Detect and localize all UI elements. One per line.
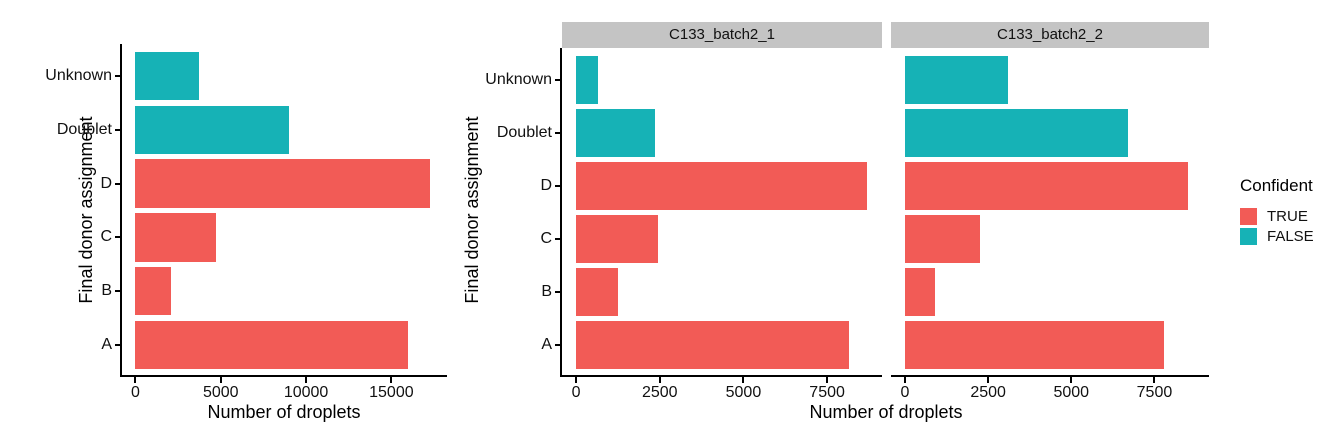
x-tick-mark-15000-combined — [390, 377, 393, 383]
x-tick-mark-5000-c133_batch2_1 — [742, 377, 745, 383]
y-axis-line-combined — [120, 44, 122, 377]
legend-item-false: FALSE — [1240, 226, 1344, 246]
y-tick-label-unknown: Unknown — [485, 70, 552, 88]
bar-doublet-combined — [135, 105, 289, 155]
x-axis-line-c133_batch2_1 — [560, 375, 882, 377]
y-tick-label-c: C — [540, 230, 552, 248]
x-tick-mark-10000-combined — [305, 377, 308, 383]
y-tick-mark-unknown — [115, 75, 121, 78]
y-tick-mark-d — [555, 184, 561, 187]
x-tick-label-7500-c133_batch2_1: 7500 — [809, 384, 845, 401]
bar-b-c133_batch2_2 — [904, 268, 935, 316]
y-tick-label-unknown: Unknown — [45, 67, 112, 85]
y-tick-mark-b — [115, 290, 121, 293]
y-tick-mark-a — [115, 343, 121, 346]
y-tick-label-b: B — [101, 282, 112, 300]
bar-a-c133_batch2_2 — [904, 321, 1165, 370]
bar-c-c133_batch2_2 — [904, 215, 980, 263]
x-tick-mark-0-c133_batch2_1 — [575, 377, 578, 383]
y-tick-label-doublet: Doublet — [496, 123, 552, 141]
x-tick-label-2500-c133_batch2_1: 2500 — [641, 384, 678, 401]
legend-label-true: TRUE — [1267, 207, 1308, 225]
y-tick-mark-unknown — [555, 78, 561, 81]
y-tick-label-d: D — [100, 174, 112, 192]
x-tick-label-0-combined: 0 — [131, 384, 140, 401]
y-tick-mark-c — [555, 238, 561, 241]
x-tick-label-5000-c133_batch2_2: 5000 — [1053, 384, 1090, 401]
bar-doublet-c133_batch2_1 — [576, 109, 655, 157]
x-tick-mark-5000-combined — [219, 377, 222, 383]
x-tick-label-7500-c133_batch2_2: 7500 — [1136, 384, 1173, 401]
bar-unknown-c133_batch2_2 — [904, 55, 1009, 104]
y-axis-line-c133_batch2_1 — [560, 48, 562, 377]
y-tick-mark-a — [555, 344, 561, 347]
bar-b-c133_batch2_1 — [576, 268, 618, 316]
y-tick-mark-c — [115, 236, 121, 239]
y-tick-mark-doublet — [555, 131, 561, 134]
x-tick-mark-0-combined — [134, 377, 137, 383]
legend-label-false: FALSE — [1267, 227, 1314, 245]
bar-unknown-c133_batch2_1 — [576, 55, 598, 104]
y-tick-label-b: B — [541, 283, 552, 301]
bar-doublet-c133_batch2_2 — [904, 109, 1128, 157]
facet-strip-c133-batch2-1: C133_batch2_1 — [562, 22, 882, 48]
legend-swatch-true-icon — [1240, 207, 1257, 225]
x-axis-line-c133_batch2_2 — [891, 375, 1209, 377]
y-tick-mark-b — [555, 291, 561, 294]
y-tick-label-a: A — [101, 335, 112, 353]
y-tick-label-doublet: Doublet — [56, 120, 112, 138]
y-tick-label-d: D — [540, 176, 552, 194]
bar-a-c133_batch2_1 — [576, 321, 849, 370]
x-tick-mark-2500-c133_batch2_2 — [987, 377, 990, 383]
facet-strip-label-2: C133_batch2_2 — [997, 26, 1103, 43]
x-tick-label-10000-combined: 10000 — [283, 384, 329, 401]
x-axis-title-left: Number of droplets — [207, 402, 361, 422]
x-tick-label-15000-combined: 15000 — [369, 384, 414, 401]
y-tick-mark-d — [115, 182, 121, 185]
bar-unknown-combined — [135, 52, 200, 101]
x-tick-mark-2500-c133_batch2_1 — [658, 377, 661, 383]
bar-d-c133_batch2_2 — [904, 162, 1188, 210]
x-tick-label-0-c133_batch2_2: 0 — [900, 384, 910, 401]
facet-strip-label-1: C133_batch2_1 — [669, 26, 775, 43]
x-tick-label-5000-c133_batch2_1: 5000 — [725, 384, 762, 401]
x-axis-title-right: Number of droplets — [809, 402, 963, 422]
legend-swatch-false-icon — [1240, 227, 1257, 245]
y-tick-mark-doublet — [115, 128, 121, 131]
x-tick-label-0-c133_batch2_1: 0 — [571, 384, 581, 401]
bar-d-combined — [135, 159, 430, 208]
x-tick-label-5000-combined: 5000 — [202, 384, 239, 401]
x-tick-label-2500-c133_batch2_2: 2500 — [970, 384, 1006, 401]
y-tick-label-c: C — [100, 228, 112, 246]
legend-title: Confident — [1240, 176, 1313, 195]
legend-item-true: TRUE — [1240, 206, 1344, 226]
x-tick-mark-5000-c133_batch2_2 — [1070, 377, 1073, 383]
bar-b-combined — [135, 266, 172, 316]
x-axis-line-combined — [120, 375, 447, 377]
x-tick-mark-7500-c133_batch2_2 — [1153, 377, 1156, 383]
bar-c-combined — [135, 213, 216, 262]
legend: Confident TRUE FALSE — [1240, 176, 1344, 246]
y-tick-label-a: A — [541, 336, 552, 354]
x-tick-mark-0-c133_batch2_2 — [903, 377, 906, 383]
bar-c-c133_batch2_1 — [576, 215, 659, 263]
bar-d-c133_batch2_1 — [576, 162, 868, 210]
bar-a-combined — [135, 320, 409, 369]
facet-strip-c133-batch2-2: C133_batch2_2 — [891, 22, 1209, 48]
x-tick-mark-7500-c133_batch2_1 — [826, 377, 829, 383]
